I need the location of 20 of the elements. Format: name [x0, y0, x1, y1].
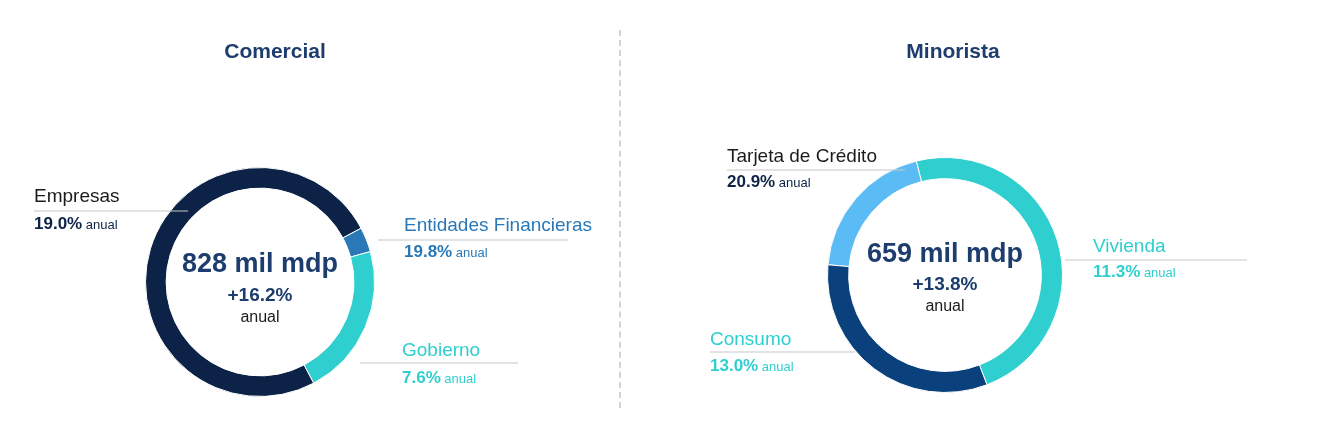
text: +16.2%: [227, 284, 293, 306]
text: 828 mil mdp: [181, 248, 339, 279]
chart-title: Minorista: [906, 38, 1000, 62]
slice-label: Empresas: [34, 185, 120, 207]
text: 7.6% anual: [402, 367, 477, 387]
text: 659 mil mdp: [866, 238, 1024, 269]
slice-label: Vivienda: [1093, 235, 1166, 257]
text: anual: [240, 308, 280, 326]
text: 19.0% anual: [34, 213, 118, 233]
text: 13.0% anual: [710, 355, 794, 375]
slice-label: Tarjeta de Crédito: [727, 145, 877, 167]
text: anual: [925, 297, 965, 315]
slice-label: Entidades Financieras: [404, 214, 592, 236]
text: 19.8% anual: [404, 241, 488, 261]
slice-label: Consumo: [710, 328, 792, 350]
text: +13.8%: [912, 273, 978, 295]
text: 20.9% anual: [727, 171, 811, 191]
text: 11.3% anual: [1093, 261, 1176, 281]
slice-label: Gobierno: [402, 339, 481, 361]
chart-title: Comercial: [224, 38, 326, 62]
